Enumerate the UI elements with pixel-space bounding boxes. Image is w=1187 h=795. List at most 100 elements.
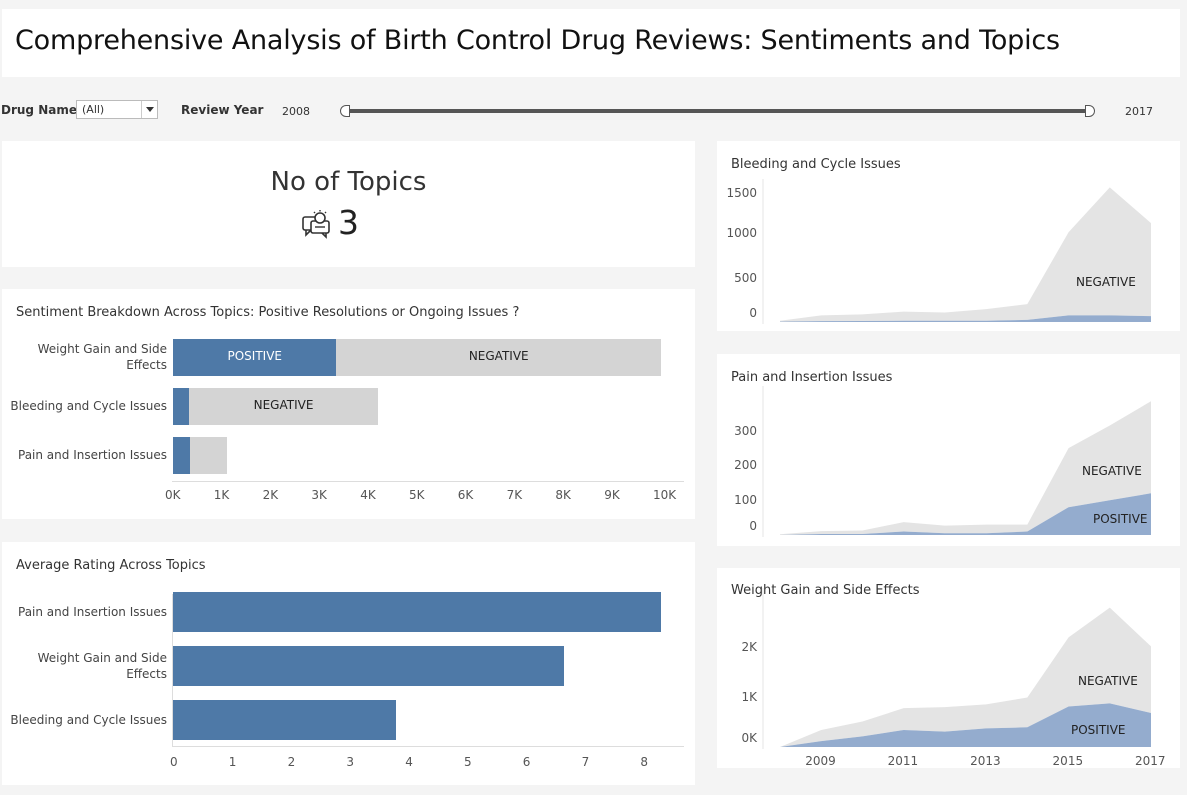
negative-area[interactable] bbox=[780, 401, 1151, 535]
x-tick-label: 8K bbox=[555, 488, 571, 502]
negative-bar-label: NEGATIVE bbox=[468, 349, 529, 363]
x-tick-label: 5 bbox=[464, 755, 472, 769]
y-tick-label: 0 bbox=[749, 306, 757, 320]
positive-area[interactable] bbox=[780, 703, 1151, 747]
sentiment-category-label-line: Weight Gain and Side bbox=[37, 342, 167, 356]
drug-name-selected-value: (All) bbox=[82, 103, 105, 116]
sentiment-category-label: Pain and Insertion Issues bbox=[7, 447, 167, 463]
topics-discussion-icon bbox=[302, 210, 330, 239]
x-tick-label: 9K bbox=[604, 488, 620, 502]
year-max-label: 2017 bbox=[1125, 105, 1153, 118]
rating-category-label: Weight Gain and Side Effects bbox=[7, 650, 167, 682]
review-year-slider-track[interactable] bbox=[345, 109, 1090, 113]
year-slider-min-handle[interactable] bbox=[340, 105, 350, 117]
positive-bar-label: POSITIVE bbox=[227, 349, 282, 363]
x-axis-line bbox=[172, 746, 684, 747]
x-tick-label: 2017 bbox=[1135, 754, 1166, 768]
negative-bar-label: NEGATIVE bbox=[253, 398, 314, 412]
x-tick-label: 4K bbox=[360, 488, 376, 502]
rating-bar[interactable] bbox=[173, 592, 662, 632]
sentiment-category-label: Bleeding and Cycle Issues bbox=[7, 398, 167, 414]
rating-category-label: Pain and Insertion Issues bbox=[7, 604, 167, 620]
x-tick-label: 0K bbox=[165, 488, 181, 502]
x-tick-label: 6K bbox=[457, 488, 474, 502]
area-chart-title: Bleeding and Cycle Issues bbox=[731, 157, 901, 172]
x-tick-label: 8 bbox=[640, 755, 649, 769]
drug-name-label: Drug Name bbox=[1, 103, 77, 117]
y-tick-label: 1K bbox=[741, 690, 757, 704]
x-tick-label: 3K bbox=[311, 488, 327, 502]
pain-insertion-area-panel: Pain and Insertion Issues 300 200 100 0 NEGA… bbox=[717, 354, 1180, 546]
area-chart-svg bbox=[762, 386, 1151, 537]
x-tick-label: 7 bbox=[581, 755, 590, 769]
year-min-label: 2008 bbox=[282, 105, 310, 118]
x-tick-label: 5K bbox=[409, 488, 425, 502]
y-tick-label: 1000 bbox=[726, 226, 757, 240]
area-chart-svg bbox=[762, 588, 1151, 749]
x-axis-line bbox=[172, 481, 684, 482]
rating-category-label: Bleeding and Cycle Issues bbox=[7, 712, 167, 728]
average-rating-panel: Average Rating Across Topics Pain and In… bbox=[2, 542, 695, 785]
negative-bar[interactable] bbox=[189, 436, 227, 474]
x-tick-label: 2015 bbox=[1052, 754, 1084, 768]
area-chart-svg bbox=[762, 179, 1151, 324]
positive-bar[interactable] bbox=[173, 436, 190, 474]
x-tick-label: 4 bbox=[405, 755, 413, 769]
y-tick-label: 0K bbox=[741, 731, 757, 745]
x-tick-label: 2011 bbox=[887, 754, 919, 768]
x-tick-label: 2009 bbox=[805, 754, 836, 768]
y-tick-label: 500 bbox=[734, 271, 757, 285]
rating-bar[interactable] bbox=[173, 646, 565, 686]
bleeding-cycle-area-panel: Bleeding and Cycle Issues 1500 1000 500 0 NE… bbox=[717, 141, 1180, 331]
sentiment-breakdown-panel: Sentiment Breakdown Across Topics: Posit… bbox=[2, 289, 695, 519]
sentiment-chart-title: Sentiment Breakdown Across Topics: Posit… bbox=[16, 305, 520, 320]
year-slider-max-handle[interactable] bbox=[1085, 105, 1095, 117]
negative-area[interactable] bbox=[780, 187, 1151, 322]
topics-count-panel: No of Topics 3 bbox=[2, 141, 695, 267]
negative-area-label: NEGATIVE bbox=[1082, 464, 1142, 478]
weight-gain-area-panel: Weight Gain and Side Effects 2K 1K 0K 2009 2… bbox=[717, 568, 1180, 768]
chevron-down-icon[interactable] bbox=[141, 101, 157, 118]
negative-bar[interactable] bbox=[189, 387, 378, 425]
negative-area[interactable] bbox=[780, 607, 1151, 747]
sentiment-category-label: Weight Gain and Side Effects bbox=[7, 341, 167, 373]
positive-area[interactable] bbox=[780, 493, 1151, 535]
negative-bar[interactable] bbox=[336, 338, 661, 376]
rating-category-label-line: Bleeding and Cycle Issues bbox=[10, 713, 167, 727]
rating-chart-title: Average Rating Across Topics bbox=[16, 558, 206, 573]
rating-category-label-line: Pain and Insertion Issues bbox=[18, 605, 167, 619]
positive-area-label: POSITIVE bbox=[1071, 723, 1126, 737]
kpi-title: No of Topics bbox=[270, 167, 427, 197]
rating-bar[interactable] bbox=[173, 700, 397, 740]
review-year-label: Review Year bbox=[181, 103, 264, 117]
dashboard-title-panel: Comprehensive Analysis of Birth Control … bbox=[2, 9, 1180, 77]
positive-area-label: POSITIVE bbox=[1093, 512, 1148, 526]
y-tick-label: 0 bbox=[749, 519, 757, 533]
area-chart-title: Weight Gain and Side Effects bbox=[731, 583, 920, 598]
sentiment-category-label-line: Pain and Insertion Issues bbox=[18, 448, 167, 462]
y-axis-line bbox=[172, 594, 173, 746]
sentiment-category-label-line: Bleeding and Cycle Issues bbox=[10, 399, 167, 413]
y-tick-label: 2K bbox=[741, 640, 757, 654]
positive-bar[interactable] bbox=[173, 387, 190, 425]
y-tick-label: 100 bbox=[734, 493, 757, 507]
x-tick-label: 7K bbox=[506, 488, 523, 502]
positive-area[interactable] bbox=[780, 315, 1151, 322]
kpi-value: 3 bbox=[338, 203, 359, 242]
x-tick-label: 6 bbox=[522, 755, 531, 769]
drug-name-dropdown[interactable]: (All) bbox=[76, 100, 158, 119]
x-tick-label: 1 bbox=[228, 755, 237, 769]
positive-bar[interactable] bbox=[173, 338, 337, 376]
rating-category-label-line: Effects bbox=[126, 667, 167, 681]
x-tick-label: 2013 bbox=[970, 754, 1001, 768]
sentiment-category-label-line: Effects bbox=[126, 358, 167, 372]
rating-category-label-line: Weight Gain and Side bbox=[37, 651, 167, 665]
x-tick-label: 0 bbox=[170, 755, 178, 769]
area-chart-title: Pain and Insertion Issues bbox=[731, 370, 893, 385]
y-tick-label: 200 bbox=[734, 458, 757, 472]
negative-area-label: NEGATIVE bbox=[1076, 275, 1136, 289]
y-tick-label: 1500 bbox=[726, 186, 757, 200]
x-tick-label: 2K bbox=[262, 488, 279, 502]
negative-area-label: NEGATIVE bbox=[1078, 674, 1138, 688]
y-tick-label: 300 bbox=[734, 424, 757, 438]
